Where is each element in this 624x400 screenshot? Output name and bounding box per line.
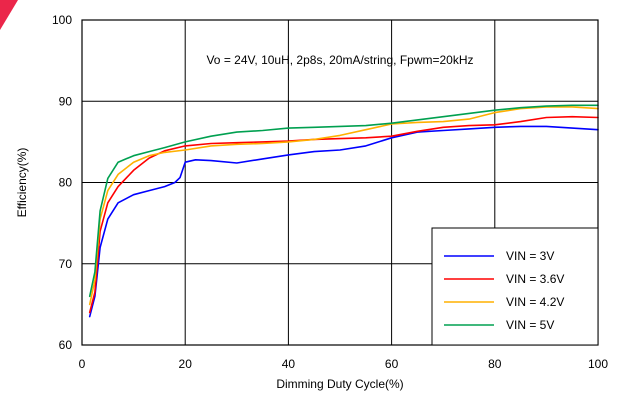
legend: VIN = 3V VIN = 3.6V VIN = 4.2V VIN = 5V	[431, 227, 599, 346]
series-line	[88, 104, 599, 298]
series-line	[88, 125, 599, 318]
legend-label: VIN = 5V	[506, 318, 554, 332]
legend-label: VIN = 4.2V	[506, 295, 564, 309]
x-tick-label: 60	[385, 357, 399, 371]
plot-frame	[81, 19, 599, 346]
x-tick-label: 100	[588, 357, 608, 371]
legend-label: VIN = 3.6V	[506, 272, 564, 286]
corner-accent-mark	[0, 0, 18, 30]
x-tick-label: 80	[488, 357, 502, 371]
chart-annotation: Vo = 24V, 10uH, 2p8s, 20mA/string, Fpwm=…	[206, 53, 473, 67]
series-line	[88, 106, 599, 306]
x-tick-label: 0	[79, 357, 86, 371]
x-tick-label: 20	[179, 357, 193, 371]
y-tick-label: 100	[52, 13, 72, 27]
x-axis-label: Dimming Duty Cycle(%)	[276, 377, 403, 391]
x-tick-label: 40	[282, 357, 296, 371]
legend-label: VIN = 3V	[506, 249, 554, 263]
y-tick-label: 90	[59, 94, 73, 108]
y-axis-label: Efficiency(%)	[15, 148, 29, 218]
y-tick-label: 80	[59, 176, 73, 190]
y-tick-label: 60	[59, 338, 73, 352]
y-tick-label: 70	[59, 257, 73, 271]
series-lines	[88, 104, 599, 318]
y-tick-labels: 60 70 80 90 100	[52, 13, 72, 352]
x-tick-labels: 0 20 40 60 80 100	[79, 357, 609, 371]
